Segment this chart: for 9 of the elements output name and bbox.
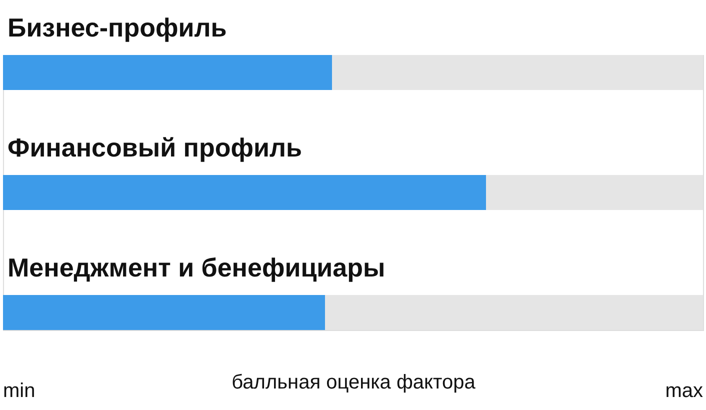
y-tick-label: Бизнес-профиль: [8, 12, 227, 43]
bar: [3, 294, 325, 330]
bar: [3, 55, 332, 90]
y-tick-label: Менеджмент и бенефициары: [8, 252, 386, 282]
x-axis-title: балльная оценка фактора: [232, 372, 476, 394]
text: max: [665, 380, 703, 402]
bar: [3, 174, 486, 210]
y-tick-label: Финансовый профиль: [8, 132, 302, 162]
text: min: [3, 380, 36, 402]
